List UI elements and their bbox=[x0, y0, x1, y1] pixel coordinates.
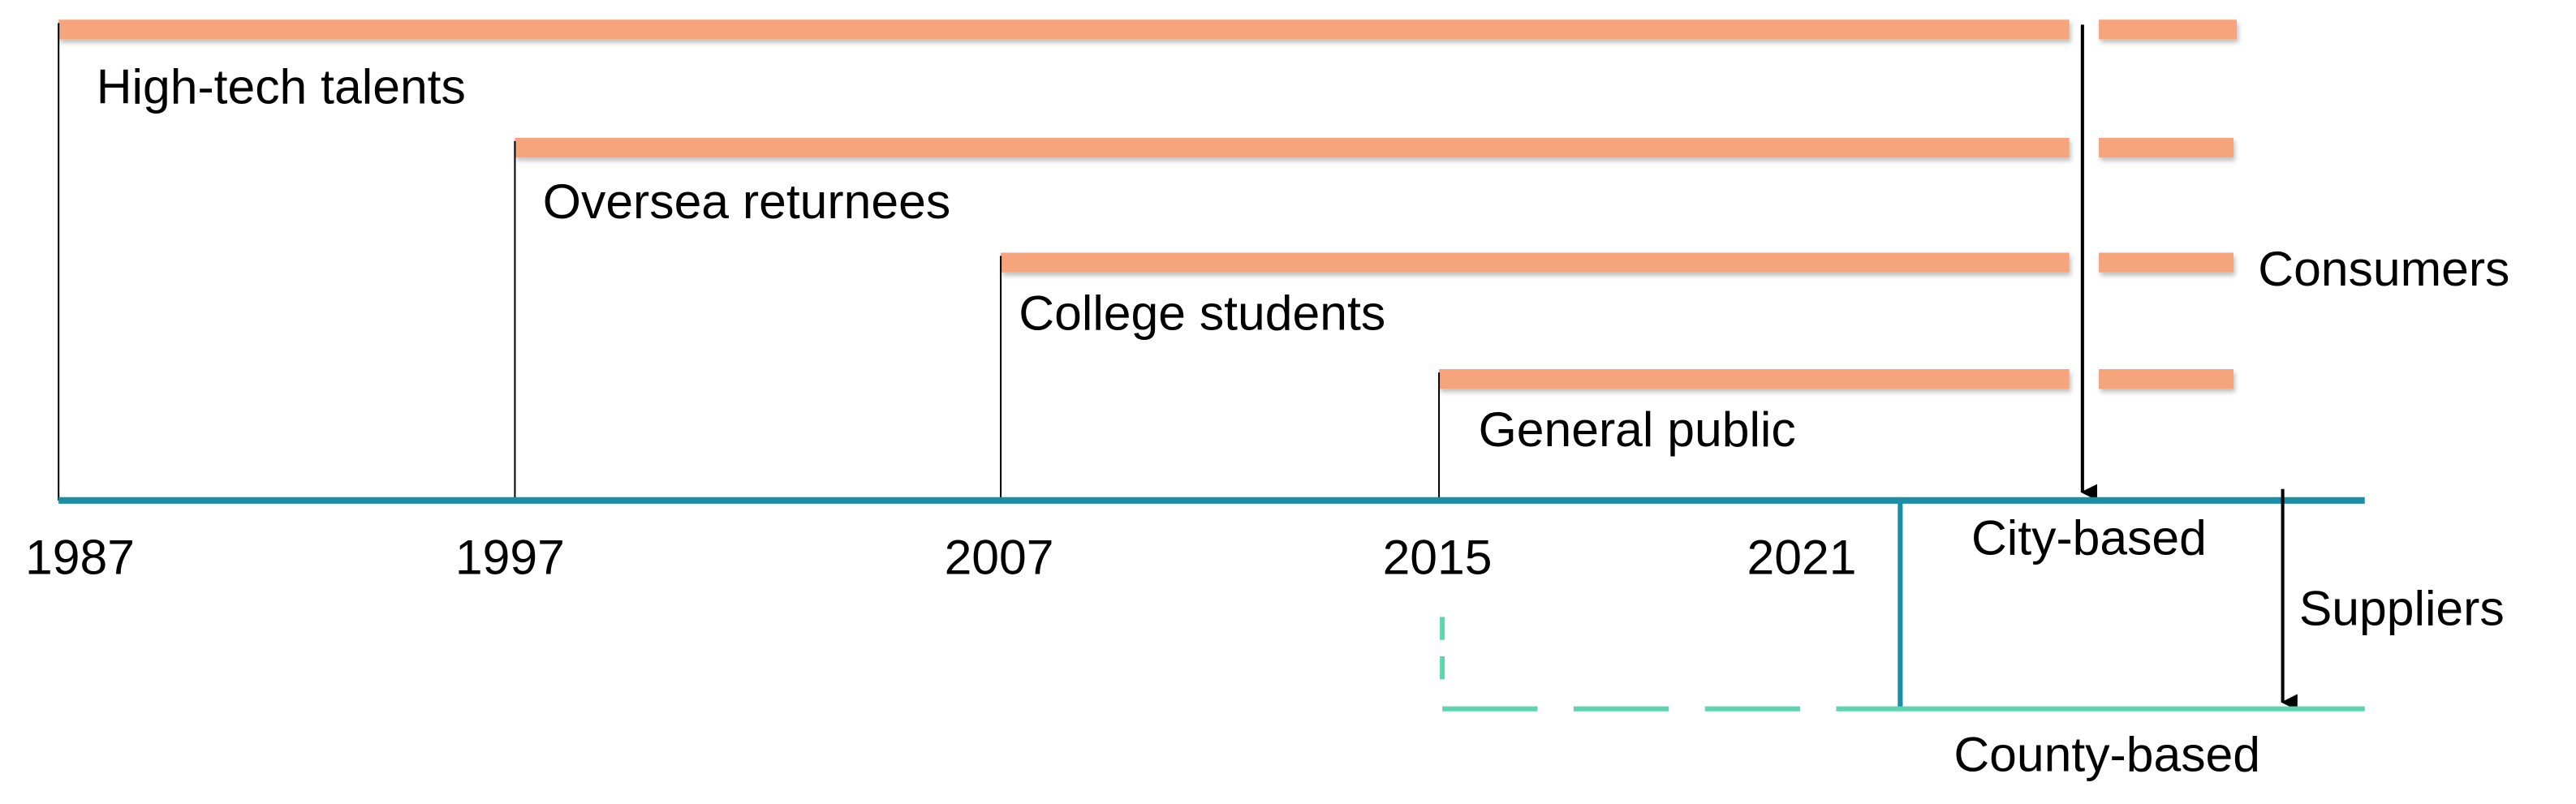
bar bbox=[2099, 252, 2234, 273]
start-lines bbox=[58, 23, 1441, 501]
group-label: General public bbox=[1479, 402, 1796, 457]
group-label: College students bbox=[1019, 285, 1385, 340]
city-label: City-based bbox=[1971, 509, 2207, 565]
year-label: 1987 bbox=[25, 530, 135, 585]
suppliers-label: Suppliers bbox=[2299, 580, 2505, 635]
year-label: 1997 bbox=[455, 530, 565, 585]
group-label: High-tech talents bbox=[97, 58, 466, 114]
bar bbox=[1001, 252, 2070, 273]
bar bbox=[2099, 369, 2234, 389]
bar bbox=[2099, 137, 2234, 158]
bar bbox=[2099, 19, 2237, 40]
year-label: 2021 bbox=[1747, 530, 1857, 585]
county-label: County-based bbox=[1954, 726, 2260, 781]
year-label: 2007 bbox=[945, 530, 1054, 585]
bar bbox=[515, 137, 2070, 158]
consumer-bars bbox=[58, 19, 2237, 389]
bar bbox=[58, 19, 2070, 40]
group-label: Oversea returnees bbox=[543, 174, 950, 229]
consumers-label: Consumers bbox=[2258, 241, 2509, 296]
bar bbox=[1439, 369, 2070, 389]
year-label: 2015 bbox=[1383, 530, 1493, 585]
